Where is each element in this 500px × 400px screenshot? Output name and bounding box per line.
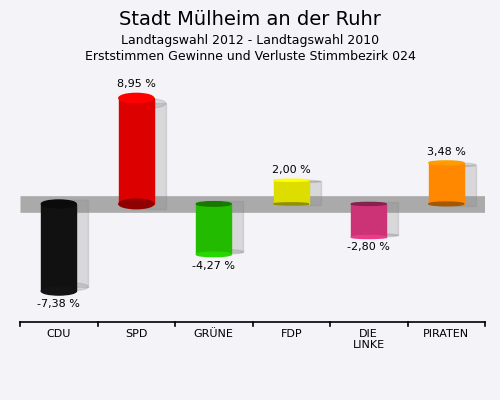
Ellipse shape bbox=[42, 287, 76, 295]
Ellipse shape bbox=[119, 93, 154, 103]
Text: Landtagswahl 2012 - Landtagswahl 2010: Landtagswahl 2012 - Landtagswahl 2010 bbox=[121, 34, 379, 47]
Ellipse shape bbox=[131, 99, 166, 108]
Ellipse shape bbox=[352, 202, 386, 205]
Text: SPD: SPD bbox=[125, 328, 148, 338]
Ellipse shape bbox=[429, 202, 464, 206]
Text: -7,38 %: -7,38 % bbox=[38, 299, 80, 309]
Ellipse shape bbox=[352, 236, 386, 238]
Ellipse shape bbox=[208, 250, 244, 254]
Ellipse shape bbox=[42, 200, 76, 208]
Text: GRÜNE: GRÜNE bbox=[194, 328, 234, 338]
Ellipse shape bbox=[196, 252, 231, 257]
Ellipse shape bbox=[364, 234, 398, 237]
Text: -4,27 %: -4,27 % bbox=[192, 261, 236, 271]
Bar bbox=[441, 165, 476, 206]
Text: Erststimmen Gewinne und Verluste Stimmbezirk 024: Erststimmen Gewinne und Verluste Stimmbe… bbox=[84, 50, 415, 63]
Text: 3,48 %: 3,48 % bbox=[427, 147, 466, 157]
Bar bbox=[196, 204, 231, 254]
Text: 2,00 %: 2,00 % bbox=[272, 166, 310, 176]
Text: -2,80 %: -2,80 % bbox=[348, 242, 390, 252]
Text: CDU: CDU bbox=[46, 328, 71, 338]
Ellipse shape bbox=[274, 203, 308, 205]
Bar bbox=[54, 200, 88, 287]
Bar bbox=[364, 202, 398, 235]
Text: 8,95 %: 8,95 % bbox=[117, 79, 156, 89]
Bar bbox=[208, 201, 244, 252]
Bar bbox=[119, 98, 154, 204]
Ellipse shape bbox=[119, 199, 154, 209]
Ellipse shape bbox=[429, 161, 464, 165]
Text: DIE
LINKE: DIE LINKE bbox=[352, 328, 385, 350]
Bar bbox=[429, 163, 464, 204]
Bar bbox=[286, 182, 321, 205]
Bar bbox=[274, 180, 308, 204]
Text: Stadt Mülheim an der Ruhr: Stadt Mülheim an der Ruhr bbox=[119, 10, 381, 29]
Bar bbox=[42, 204, 76, 291]
Bar bbox=[352, 204, 386, 237]
Ellipse shape bbox=[286, 180, 321, 182]
Text: PIRATEN: PIRATEN bbox=[423, 328, 470, 338]
Bar bbox=[131, 104, 166, 209]
Ellipse shape bbox=[196, 202, 231, 206]
Ellipse shape bbox=[274, 179, 308, 181]
Ellipse shape bbox=[441, 163, 476, 167]
Text: FDP: FDP bbox=[280, 328, 302, 338]
Ellipse shape bbox=[54, 283, 88, 291]
